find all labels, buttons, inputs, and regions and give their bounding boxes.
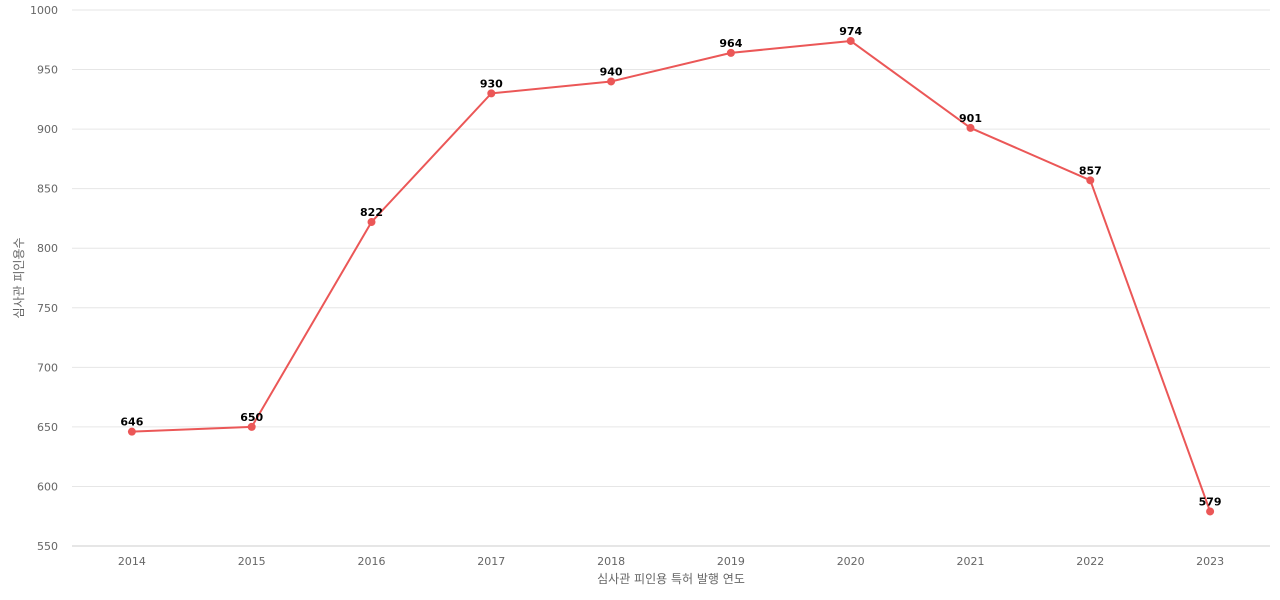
data-label: 974	[839, 25, 862, 38]
x-tick-label: 2014	[118, 555, 146, 568]
data-point	[367, 218, 376, 227]
x-axis-ticks: 2014 2015 2016 2017 2018 2019 2020 2021 2022 2023	[118, 555, 1224, 568]
y-axis-title: 심사관 피인용수	[12, 237, 26, 318]
y-axis-ticks: 550 600 650 700 750 800 850 900 950 1000	[30, 4, 58, 553]
data-label: 930	[480, 77, 503, 90]
data-label: 940	[600, 65, 623, 78]
y-tick-label: 800	[37, 242, 58, 255]
x-tick-label: 2023	[1196, 555, 1224, 568]
data-point	[846, 36, 855, 45]
data-label: 579	[1199, 495, 1222, 508]
y-tick-label: 700	[37, 361, 58, 374]
data-point	[966, 123, 975, 132]
data-point	[1206, 507, 1215, 516]
data-labels: 646 650 822 930 940 964 974 901 857 579	[120, 25, 1221, 508]
gridlines	[72, 9, 1270, 547]
data-label: 650	[240, 411, 263, 424]
x-axis-title: 심사관 피인용 특허 발행 연도	[597, 571, 745, 586]
y-tick-label: 550	[37, 540, 58, 553]
x-tick-label: 2017	[477, 555, 505, 568]
y-tick-label: 850	[37, 183, 58, 196]
series-points	[127, 36, 1215, 516]
x-tick-label: 2015	[238, 555, 266, 568]
x-tick-label: 2020	[837, 555, 865, 568]
y-tick-label: 950	[37, 64, 58, 77]
data-label: 646	[120, 416, 143, 429]
y-tick-label: 750	[37, 302, 58, 315]
data-point	[247, 422, 256, 431]
x-tick-label: 2021	[957, 555, 985, 568]
y-tick-label: 650	[37, 421, 58, 434]
y-tick-label: 900	[37, 123, 58, 136]
data-label: 857	[1079, 164, 1102, 177]
series-line	[131, 39, 1212, 512]
data-point	[487, 89, 496, 98]
y-tick-label: 1000	[30, 4, 58, 17]
data-point	[127, 427, 136, 436]
data-label: 964	[719, 37, 742, 50]
x-tick-label: 2019	[717, 555, 745, 568]
x-tick-label: 2016	[358, 555, 386, 568]
data-label: 822	[360, 206, 383, 219]
y-tick-label: 600	[37, 480, 58, 493]
x-tick-label: 2018	[597, 555, 625, 568]
data-point	[1086, 176, 1095, 185]
data-label: 901	[959, 112, 982, 125]
data-point	[726, 48, 735, 57]
x-tick-label: 2022	[1076, 555, 1104, 568]
data-point	[607, 77, 616, 86]
series-line-path	[131, 39, 1212, 512]
